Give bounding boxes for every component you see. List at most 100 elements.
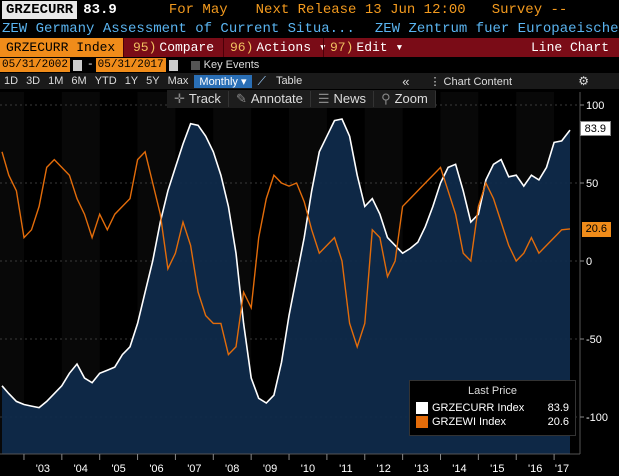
date-range-row: 05/31/2002 - 05/31/2017 Key Events: [0, 57, 619, 73]
legend-value-2: 20.6: [547, 416, 569, 428]
table-button[interactable]: Table: [275, 75, 303, 87]
compare-number: 95): [132, 40, 157, 55]
legend-swatch-1: [416, 402, 428, 414]
end-date-input[interactable]: 05/31/2017: [95, 58, 166, 72]
chart-tools: ✛ Track ✎ Annotate ☰ News ⚲ Zoom: [167, 90, 436, 108]
chart-content-button[interactable]: ⋮ Chart Content: [429, 75, 512, 88]
x-tick-label: '04: [74, 463, 88, 475]
key-events-label: Key Events: [203, 59, 260, 71]
compare-label: Compare: [159, 40, 214, 55]
x-axis: '03 '04 '05 '06 '07 '08 '09 '10 '11 '12 '13 '14 '15 '…: [0, 453, 580, 475]
x-tick-label: '14: [452, 463, 466, 475]
zoom-button[interactable]: ⚲ Zoom: [374, 91, 436, 107]
key-events-checkbox[interactable]: [190, 60, 200, 70]
legend-title: Last Price: [468, 385, 517, 397]
y-tick-label: 0: [586, 256, 592, 268]
compare-button[interactable]: 95) Compare: [123, 38, 223, 57]
security-description: ZEW Germany Assessment of Current Situa.…: [0, 20, 619, 38]
security-header: GRZECURR 83.9 For May Next Release 13 Ju…: [0, 0, 619, 20]
x-tick-label: '09: [263, 463, 277, 475]
frequency-dropdown[interactable]: Monthly ▾: [194, 74, 252, 88]
x-tick-label: '08: [225, 463, 239, 475]
legend-item-2[interactable]: GRZEWI Index 20.6: [416, 415, 569, 429]
y-tick-label: 50: [586, 178, 598, 190]
period-selector: 1D 3D 1M 6M YTD 1Y 5Y Max Monthly ▾ ⟋ Ta…: [0, 73, 619, 89]
x-tick-label: '03: [36, 463, 50, 475]
annotate-button[interactable]: ✎ Annotate: [229, 91, 311, 107]
calendar-icon[interactable]: [73, 59, 83, 71]
actions-button[interactable]: 96) Actions ▾: [223, 38, 327, 57]
date-separator: -: [87, 59, 94, 71]
calendar-icon[interactable]: [168, 59, 178, 71]
edit-number: 97): [330, 40, 354, 55]
legend-item-1[interactable]: GRZECURR Index 83.9: [416, 401, 569, 415]
period-1m[interactable]: 1M: [48, 75, 64, 87]
period-5y[interactable]: 5Y: [146, 75, 160, 87]
x-tick-label: '12: [377, 463, 391, 475]
track-label: Track: [188, 91, 221, 106]
period-max[interactable]: Max: [167, 75, 189, 87]
zoom-label: Zoom: [394, 91, 428, 106]
period-1y[interactable]: 1Y: [124, 75, 139, 87]
last-price: 83.9: [83, 2, 117, 18]
chart-tools-row: ✛ Track ✎ Annotate ☰ News ⚲ Zoom: [0, 90, 619, 108]
index-title[interactable]: GRZECURR Index: [0, 38, 123, 57]
last-value-tag-2: 20.6: [581, 222, 611, 237]
description-2: ZEW Zentrum fuer Europaeische ...: [374, 21, 619, 37]
x-tick-label: '17: [555, 463, 569, 475]
gear-icon[interactable]: ⚙: [578, 74, 589, 88]
caret-down-icon: ▾: [395, 40, 404, 55]
x-tick-label: '15: [490, 463, 504, 475]
legend-value-1: 83.9: [547, 402, 569, 414]
x-tick-label: '05: [111, 463, 125, 475]
x-tick-label: '06: [149, 463, 163, 475]
series-layer: [1, 118, 571, 454]
x-tick-label: '10: [301, 463, 315, 475]
x-tick-label: '07: [187, 463, 201, 475]
x-tick-label: '11: [339, 463, 353, 475]
legend-name-1: GRZECURR Index: [432, 402, 525, 414]
y-tick-label: -50: [586, 334, 602, 346]
series-line-grzecurr: [1, 118, 571, 409]
news-button[interactable]: ☰ News: [311, 91, 375, 107]
crosshair-icon: ✛: [174, 91, 185, 106]
chart-content-label: Chart Content: [443, 75, 513, 88]
ticker-symbol[interactable]: GRZECURR: [2, 1, 78, 19]
frequency-label: Monthly: [199, 75, 238, 88]
caret-down-icon: ▾: [241, 75, 247, 88]
function-toolbar: GRZECURR Index 95) Compare 96) Actions ▾ 9…: [0, 38, 619, 57]
period-1d[interactable]: 1D: [4, 75, 19, 87]
period-3d[interactable]: 3D: [26, 75, 41, 87]
actions-number: 96): [230, 40, 254, 55]
y-axis: 100 50 0 -50 -100: [579, 92, 608, 454]
edit-button[interactable]: 97) Edit ▾: [323, 38, 403, 57]
start-date-input[interactable]: 05/31/2002: [0, 58, 71, 72]
news-icon: ☰: [317, 91, 330, 106]
magnifier-icon: ⚲: [381, 91, 391, 106]
annotate-label: Annotate: [250, 91, 303, 106]
survey-label: Survey --: [491, 2, 568, 18]
description-1: ZEW Germany Assessment of Current Situa.…: [2, 21, 355, 37]
news-label: News: [333, 91, 367, 106]
next-release: Next Release 13 Jun 12:00: [255, 2, 466, 18]
series-area-grzecurr: [2, 119, 570, 454]
y-tick-label: 100: [586, 100, 604, 112]
x-tick-label: '13: [414, 463, 428, 475]
legend-swatch-2: [416, 416, 428, 428]
pencil-icon: ✎: [235, 91, 247, 106]
period-6m[interactable]: 6M: [71, 75, 87, 87]
collapse-icon[interactable]: «: [402, 73, 410, 89]
chart-legend[interactable]: Last Price GRZECURR Index 83.9 GRZEWI In…: [409, 380, 576, 436]
legend-name-2: GRZEWI Index: [432, 416, 506, 428]
line-chart-icon[interactable]: ⟋: [257, 73, 266, 88]
edit-label: Edit: [356, 40, 388, 55]
last-value-tag-1: 83.9: [579, 121, 611, 136]
period-label: For May: [168, 2, 228, 18]
chart-content-icon: ⋮: [429, 75, 444, 88]
track-button[interactable]: ✛ Track: [167, 91, 229, 107]
caret-down-icon: ▾: [318, 40, 327, 55]
series-line-grzewi: [1, 150, 571, 356]
y-tick-label: -100: [586, 412, 608, 424]
period-ytd[interactable]: YTD: [94, 75, 117, 87]
chart-type-label[interactable]: Line Chart: [530, 40, 609, 55]
